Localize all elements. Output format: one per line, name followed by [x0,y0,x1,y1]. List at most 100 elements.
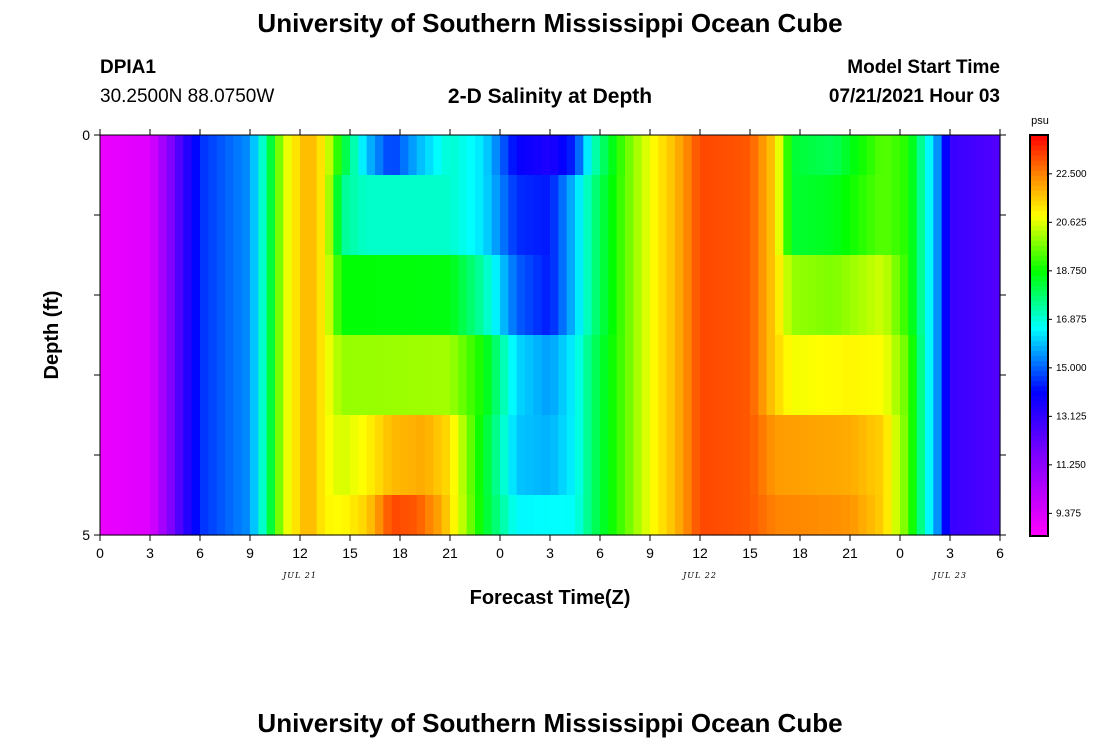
colorbar-swatch [1030,335,1048,342]
heatmap-cell [941,415,951,496]
heatmap-cell [716,135,726,176]
heatmap-cell [858,135,868,176]
colorbar-swatch [1030,280,1048,286]
colorbar-swatch [1030,195,1048,201]
heatmap-cell [200,175,209,256]
heatmap-cell [725,255,734,336]
heatmap-cell [541,335,551,416]
heatmap-cell [416,415,426,496]
heatmap-cell [875,255,884,336]
heatmap-cell [966,175,976,256]
heatmap-cell [366,495,376,536]
heatmap-cell [325,135,334,176]
colorbar-swatch [1030,250,1048,256]
colorbar-swatch [1030,445,1048,452]
heatmap-cell [416,495,426,536]
heatmap-cell [658,135,668,176]
heatmap-cell [683,415,693,496]
heatmap-cell [741,255,751,336]
heatmap-cell [358,175,368,256]
heatmap-cell [125,175,134,256]
heatmap-cell [883,135,893,176]
heatmap-cell [633,135,643,176]
heatmap-cell [258,495,268,536]
heatmap-cell [808,495,818,536]
heatmap-cell [583,415,593,496]
heatmap-cell [633,495,643,536]
heatmap-cell [733,255,743,336]
colorbar-swatch [1030,270,1048,276]
heatmap-cell [566,135,576,176]
heatmap-cell [216,135,226,176]
heatmap-cell [183,175,193,256]
x-tick-label: 0 [896,545,904,561]
heatmap-cell [833,495,843,536]
heatmap-cell [266,135,276,176]
heatmap-cell [758,135,768,176]
heatmap-cell [541,255,551,336]
heatmap-cell [158,335,168,416]
heatmap-cell [825,255,834,336]
heatmap-cell [458,415,468,496]
heatmap-cell [558,335,568,416]
colorbar-swatch [1030,265,1048,271]
heatmap-cell [266,175,276,256]
colorbar-swatch [1030,515,1048,522]
colorbar-swatch [1030,470,1048,477]
heatmap-cell [358,415,368,496]
colorbar-swatch [1030,205,1048,211]
heatmap-cell [625,495,634,536]
heatmap-cell [675,415,684,496]
heatmap-cell [700,495,709,536]
heatmap-cell [566,175,576,256]
colorbar-tick-label: 9.375 [1056,508,1081,519]
heatmap-cell [458,495,468,536]
heatmap-cell [858,175,868,256]
heatmap-cell [841,335,851,416]
heatmap-cell [366,255,376,336]
heatmap-cell [841,135,851,176]
heatmap-cell [833,175,843,256]
heatmap-cell [108,495,118,536]
heatmap-cell [450,255,459,336]
heatmap-cell [466,415,476,496]
heatmap-cell [591,415,601,496]
heatmap-cell [525,415,534,496]
heatmap-cell [891,335,901,416]
heatmap-cell [308,335,318,416]
heatmap-cell [733,135,743,176]
heatmap-cell [958,335,968,416]
heatmap-cell [783,175,793,256]
colorbar-swatch [1030,505,1048,512]
heatmap-cell [775,335,784,416]
heatmap-cell [250,335,259,416]
heatmap-cell [891,135,901,176]
heatmap-cell [766,135,776,176]
heatmap-cell [558,135,568,176]
heatmap-cell [416,255,426,336]
heatmap-cell [108,415,118,496]
heatmap-cell [958,255,968,336]
heatmap-cell [808,335,818,416]
x-date-label: JUL 23 [931,571,967,580]
heatmap-cell [766,495,776,536]
heatmap-cell [933,335,943,416]
heatmap-cell [583,135,593,176]
colorbar-swatch [1030,300,1048,307]
heatmap-cell [916,415,926,496]
heatmap-cell [516,255,526,336]
heatmap-cell [500,495,509,536]
x-tick-label: 18 [392,545,408,561]
heatmap-cell [750,415,759,496]
heatmap-cell [108,335,118,416]
heatmap-cell [966,135,976,176]
heatmap-cell [525,255,534,336]
heatmap-cell [441,415,451,496]
heatmap-cell [141,495,151,536]
heatmap-cell [225,335,234,416]
colorbar-swatch [1030,390,1048,397]
heatmap-cell [791,415,801,496]
heatmap-cell [708,415,718,496]
heatmap-cell [250,175,259,256]
heatmap-cell [291,415,301,496]
